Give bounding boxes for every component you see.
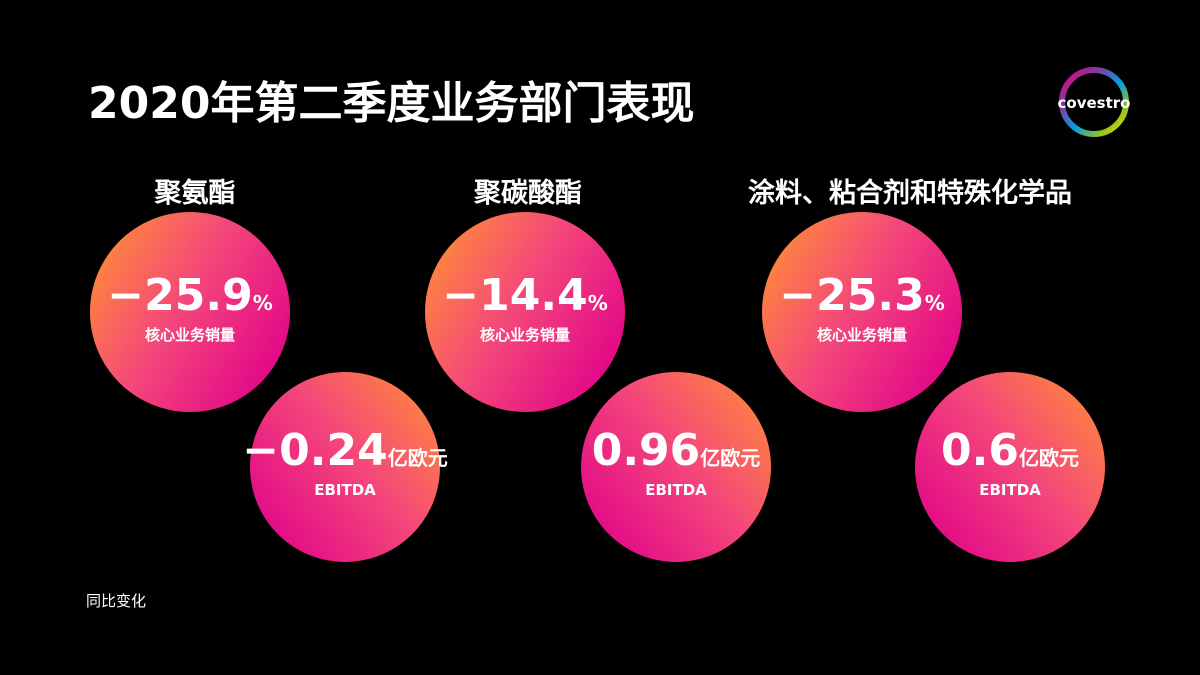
bubble <box>250 372 440 562</box>
value: −25.3 <box>779 270 924 321</box>
bubble <box>90 212 290 412</box>
value: 0.6 <box>941 425 1019 476</box>
unit: % <box>925 291 945 315</box>
bubble-label: EBITDA <box>645 481 707 499</box>
footnote: 同比变化 <box>86 592 146 610</box>
unit: 亿欧元 <box>388 446 448 470</box>
bubble-label: EBITDA <box>979 481 1041 499</box>
bubble-label: 核心业务销量 <box>480 326 570 344</box>
logo-text: covestro <box>1058 94 1131 112</box>
bubble-value: 0.96亿欧元 <box>592 425 761 476</box>
logo: covestro <box>1058 67 1131 137</box>
bubble-label: 核心业务销量 <box>145 326 235 344</box>
segment: 聚碳酸酯 −14.4% 核心业务销量 0.96亿欧元 EBITDA <box>425 178 771 562</box>
segment-name: 聚碳酸酯 <box>473 178 582 209</box>
value: 0.96 <box>592 425 701 476</box>
bubble-value: −0.24亿欧元 <box>242 425 447 476</box>
value: −0.24 <box>242 425 387 476</box>
bubble-label: EBITDA <box>314 481 376 499</box>
unit: % <box>588 291 608 315</box>
bubble <box>762 212 962 412</box>
value: −25.9 <box>107 270 252 321</box>
segment: 聚氨酯 −25.9% 核心业务销量 −0.24亿欧元 EBITDA <box>90 178 448 562</box>
segment: 涂料、粘合剂和特殊化学品 −25.3% 核心业务销量 0.6亿欧元 EBITDA <box>748 177 1105 562</box>
logo-ring <box>1059 67 1129 137</box>
bubble <box>581 372 771 562</box>
bubble <box>425 212 625 412</box>
title: 2020年第二季度业务部门表现 <box>88 78 694 129</box>
bubble <box>915 372 1105 562</box>
segment-name: 涂料、粘合剂和特殊化学品 <box>748 177 1072 209</box>
bubble-value: −25.3% <box>779 270 944 321</box>
segment-name: 聚氨酯 <box>154 178 236 209</box>
unit: 亿欧元 <box>700 446 760 470</box>
unit: 亿欧元 <box>1019 446 1079 470</box>
bubble-value: −14.4% <box>442 270 607 321</box>
bubble-value: −25.9% <box>107 270 272 321</box>
value: −14.4 <box>442 270 587 321</box>
bubble-value: 0.6亿欧元 <box>941 425 1079 476</box>
unit: % <box>253 291 273 315</box>
bubble-label: 核心业务销量 <box>817 326 907 344</box>
